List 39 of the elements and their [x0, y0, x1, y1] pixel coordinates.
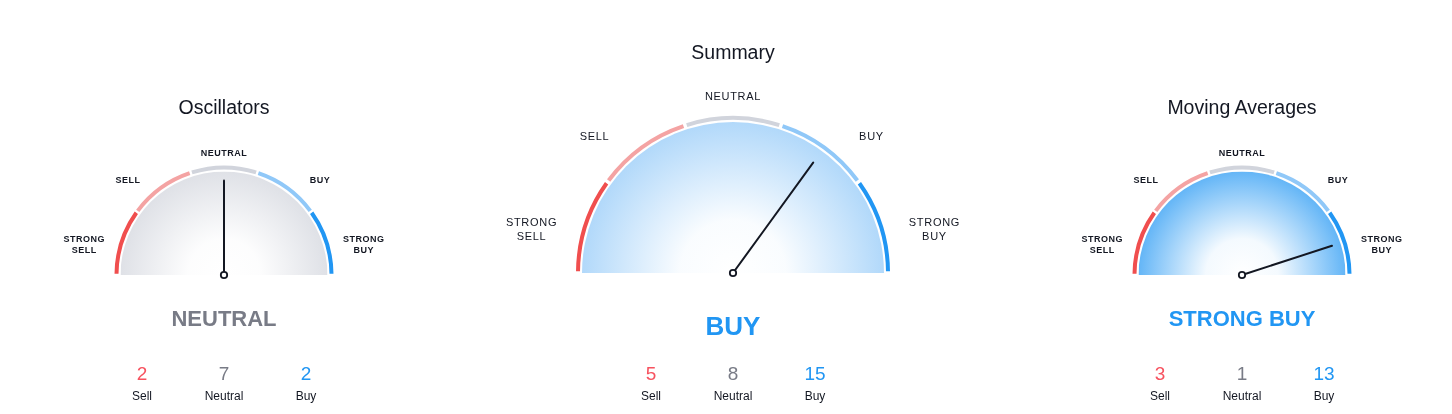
category-label: Buy	[295, 389, 317, 404]
slice-label: SELL	[1133, 175, 1159, 185]
slice-label: STRONG SELL	[63, 234, 106, 256]
data-label: 13	[1313, 362, 1335, 384]
chart-title: Moving Averages	[1167, 95, 1317, 118]
data-label: 8	[727, 362, 739, 384]
text: STRONG BUY	[1168, 305, 1316, 331]
data-label: 5	[645, 362, 657, 384]
data-label: 1	[1236, 362, 1248, 384]
slice-label: BUY	[309, 175, 331, 185]
slice-label: SELL	[115, 175, 141, 185]
data-label: 2	[300, 362, 312, 384]
slice-label: NEUTRAL	[1218, 147, 1266, 158]
category-label: Buy	[1313, 389, 1335, 404]
chart-title: Oscillators	[178, 95, 270, 118]
slice-label: SELL	[579, 129, 610, 142]
category-label: Sell	[1149, 389, 1171, 404]
text: NEUTRAL	[171, 305, 277, 331]
category-label: Sell	[131, 389, 153, 404]
data-label: 2	[136, 362, 148, 384]
category-label: Neutral	[713, 389, 753, 404]
chart-title: Summary	[691, 40, 775, 63]
data-label: 3	[1154, 362, 1166, 384]
category-label: Buy	[804, 389, 826, 404]
slice-label: BUY	[1327, 175, 1349, 185]
slice-label: STRONG BUY	[1360, 234, 1403, 256]
data-label: 15	[804, 362, 826, 384]
category-label: Neutral	[1222, 389, 1262, 404]
slice-label: NEUTRAL	[200, 147, 248, 158]
category-label: Neutral	[204, 389, 244, 404]
slice-label: BUY	[859, 129, 884, 142]
slice-label: STRONG BUY	[908, 216, 961, 242]
data-label: 7	[218, 362, 230, 384]
category-label: Sell	[640, 389, 662, 404]
text: BUY	[705, 311, 761, 342]
slice-label: STRONG SELL	[1081, 234, 1124, 256]
slice-label: NEUTRAL	[704, 90, 762, 103]
slice-label: STRONG SELL	[505, 216, 558, 242]
slice-label: STRONG BUY	[342, 234, 385, 256]
